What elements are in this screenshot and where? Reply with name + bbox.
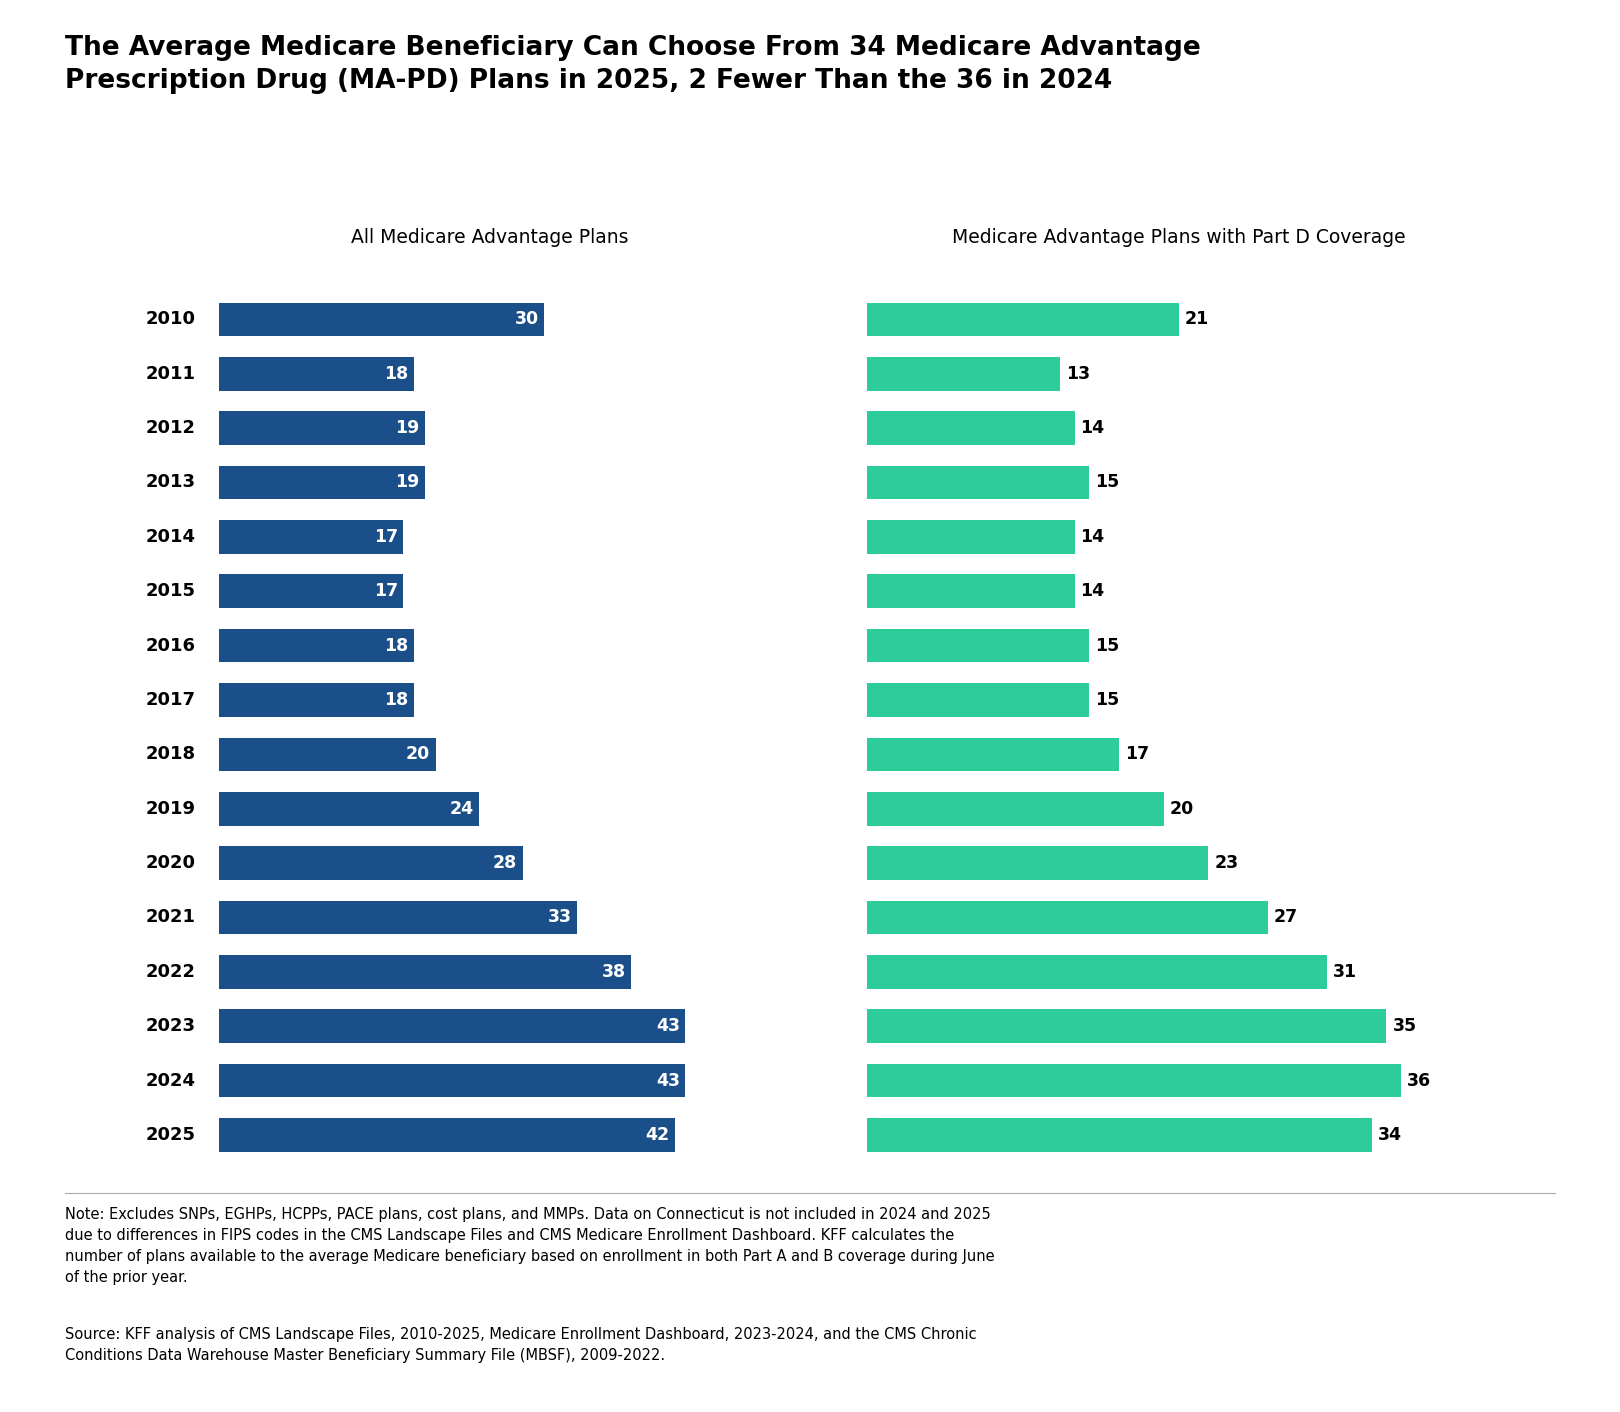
Text: 2021: 2021 [146,908,196,926]
Text: 18: 18 [384,637,408,655]
Text: 23: 23 [1215,854,1238,873]
Bar [867,1010,1387,1043]
Bar [219,683,415,717]
Bar [219,575,403,609]
Bar [219,1063,685,1097]
Text: 15: 15 [1095,690,1119,709]
Text: 2023: 2023 [146,1017,196,1035]
Text: 27: 27 [1273,908,1298,926]
Text: 2024: 2024 [146,1072,196,1090]
Bar [867,520,1074,554]
Text: 28: 28 [492,854,517,873]
Bar [867,737,1119,771]
Bar [867,357,1059,391]
Bar [219,302,544,336]
Text: 21: 21 [1184,311,1209,329]
Bar [867,302,1178,336]
Bar [219,466,424,500]
Bar [219,846,523,880]
Bar [867,575,1074,609]
Bar [867,792,1163,826]
Text: 2016: 2016 [146,637,196,655]
Text: 24: 24 [450,799,473,818]
Bar [219,955,632,988]
Text: 17: 17 [374,582,399,600]
Text: 2020: 2020 [146,854,196,873]
Text: 43: 43 [656,1072,680,1090]
Text: 34: 34 [1377,1125,1401,1144]
Text: 20: 20 [407,746,431,764]
Bar [867,628,1089,662]
Text: 19: 19 [395,419,420,438]
Text: 13: 13 [1066,364,1090,383]
Text: Medicare Advantage Plans with Part D Coverage: Medicare Advantage Plans with Part D Cov… [951,229,1406,247]
Bar [219,1118,674,1152]
Text: 2017: 2017 [146,690,196,709]
Text: 14: 14 [1081,528,1105,546]
Bar [867,1063,1401,1097]
Text: 2014: 2014 [146,528,196,546]
Text: 17: 17 [374,528,399,546]
Text: 35: 35 [1392,1017,1416,1035]
Text: 2025: 2025 [146,1125,196,1144]
Text: 30: 30 [515,311,539,329]
Bar [219,901,577,935]
Text: 43: 43 [656,1017,680,1035]
Bar [867,955,1327,988]
Text: 20: 20 [1170,799,1194,818]
Text: 2013: 2013 [146,473,196,491]
Text: 31: 31 [1333,963,1358,981]
Text: Source: KFF analysis of CMS Landscape Files, 2010-2025, Medicare Enrollment Dash: Source: KFF analysis of CMS Landscape Fi… [65,1327,977,1363]
Bar [867,901,1268,935]
Bar [219,1010,685,1043]
Text: 2022: 2022 [146,963,196,981]
Text: 18: 18 [384,690,408,709]
Text: 38: 38 [601,963,625,981]
Text: All Medicare Advantage Plans: All Medicare Advantage Plans [352,229,629,247]
Bar [867,683,1089,717]
Bar [867,1118,1372,1152]
Text: 42: 42 [645,1125,669,1144]
Bar [219,737,436,771]
Text: 36: 36 [1408,1072,1432,1090]
Bar [219,520,403,554]
Text: 2019: 2019 [146,799,196,818]
Text: 33: 33 [548,908,572,926]
Bar [867,466,1089,500]
Text: 14: 14 [1081,582,1105,600]
Text: 17: 17 [1126,746,1149,764]
Text: 2011: 2011 [146,364,196,383]
Bar [867,411,1074,445]
Text: Note: Excludes SNPs, EGHPs, HCPPs, PACE plans, cost plans, and MMPs. Data on Con: Note: Excludes SNPs, EGHPs, HCPPs, PACE … [65,1207,995,1285]
Text: 18: 18 [384,364,408,383]
Bar [219,792,480,826]
Text: 15: 15 [1095,637,1119,655]
Bar [219,411,424,445]
Text: 2012: 2012 [146,419,196,438]
Text: 19: 19 [395,473,420,491]
Text: 2018: 2018 [146,746,196,764]
Text: 2015: 2015 [146,582,196,600]
Bar [219,628,415,662]
Bar [867,846,1209,880]
Bar [219,357,415,391]
Text: 14: 14 [1081,419,1105,438]
Text: 2010: 2010 [146,311,196,329]
Text: 15: 15 [1095,473,1119,491]
Text: The Average Medicare Beneficiary Can Choose From 34 Medicare Advantage
Prescript: The Average Medicare Beneficiary Can Cho… [65,35,1200,95]
